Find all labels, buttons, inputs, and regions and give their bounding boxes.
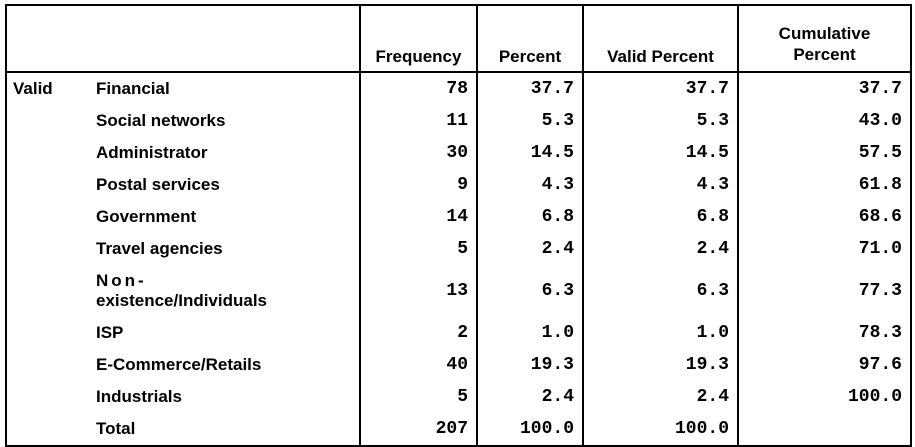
valid-percent-cell: 100.0 [582,413,738,446]
row-label-line1: Non- [96,271,147,290]
table-row: Valid Financial 78 37.7 37.7 37.7 [6,72,911,105]
header-cumulative-line1: Cumulative [778,24,871,43]
cumulative-cell [737,413,911,446]
row-label: ISP [96,323,124,342]
percent-cell: 2.4 [476,233,583,265]
frequency-cell: 13 [359,265,477,317]
cumulative-cell: 68.6 [737,201,911,233]
table-row: E-Commerce/Retails 40 19.3 19.3 97.6 [6,349,911,381]
percent-cell: 6.3 [476,265,583,317]
table-row: Government 14 6.8 6.8 68.6 [6,201,911,233]
valid-percent-cell: 19.3 [582,349,738,381]
table-row: ISP 2 1.0 1.0 78.3 [6,317,911,349]
table-row: Postal services 9 4.3 4.3 61.8 [6,169,911,201]
valid-percent-cell: 1.0 [582,317,738,349]
header-percent: Percent [476,5,583,73]
table-row: Travel agencies 5 2.4 2.4 71.0 [6,233,911,265]
percent-cell: 2.4 [476,381,583,413]
valid-percent-cell: 5.3 [582,105,738,137]
row-label-line2: existence/Individuals [96,291,268,310]
valid-percent-cell: 4.3 [582,169,738,201]
cumulative-cell: 71.0 [737,233,911,265]
row-label: Industrials [96,387,182,406]
frequency-cell: 14 [359,201,477,233]
row-label: Financial [96,79,170,98]
header-row: Frequency Percent Valid Percent Cumulati… [6,5,911,73]
row-label: Government [96,207,197,226]
cumulative-cell: 100.0 [737,381,911,413]
cumulative-cell: 37.7 [737,72,911,105]
percent-cell: 14.5 [476,137,583,169]
table-row: Administrator 30 14.5 14.5 57.5 [6,137,911,169]
row-label: E-Commerce/Retails [96,355,262,374]
valid-percent-cell: 2.4 [582,381,738,413]
frequency-cell: 78 [359,72,477,105]
frequency-cell: 40 [359,349,477,381]
frequency-cell: 30 [359,137,477,169]
percent-cell: 19.3 [476,349,583,381]
valid-percent-cell: 6.8 [582,201,738,233]
header-valid-percent: Valid Percent [582,5,738,73]
header-empty-cell [6,5,360,73]
percent-cell: 100.0 [476,413,583,446]
percent-cell: 5.3 [476,105,583,137]
frequency-cell: 207 [359,413,477,446]
frequency-cell: 5 [359,381,477,413]
total-row: Total 207 100.0 100.0 [6,413,911,446]
frequency-cell: 5 [359,233,477,265]
valid-percent-cell: 6.3 [582,265,738,317]
percent-cell: 6.8 [476,201,583,233]
frequency-cell: 2 [359,317,477,349]
table-row: Social networks 11 5.3 5.3 43.0 [6,105,911,137]
table-row: Industrials 5 2.4 2.4 100.0 [6,381,911,413]
row-label: Travel agencies [96,239,223,258]
header-frequency: Frequency [359,5,477,73]
percent-cell: 4.3 [476,169,583,201]
cumulative-cell: 97.6 [737,349,911,381]
frequency-cell: 9 [359,169,477,201]
cumulative-cell: 78.3 [737,317,911,349]
valid-percent-cell: 2.4 [582,233,738,265]
row-label: Administrator [96,143,208,162]
header-cumulative-percent: Cumulative Percent [737,5,911,73]
row-label-total: Total [96,419,136,438]
cumulative-cell: 43.0 [737,105,911,137]
cumulative-cell: 57.5 [737,137,911,169]
header-cumulative-line2: Percent [793,45,856,64]
row-label: Postal services [96,175,220,194]
valid-percent-cell: 14.5 [582,137,738,169]
percent-cell: 37.7 [476,72,583,105]
row-label: Non- existence/Individuals [85,265,360,317]
group-label: Valid [13,79,53,98]
frequency-table: Frequency Percent Valid Percent Cumulati… [5,4,912,447]
cumulative-cell: 77.3 [737,265,911,317]
table-row: Non- existence/Individuals 13 6.3 6.3 77… [6,265,911,317]
percent-cell: 1.0 [476,317,583,349]
frequency-cell: 11 [359,105,477,137]
row-label: Social networks [96,111,226,130]
cumulative-cell: 61.8 [737,169,911,201]
valid-percent-cell: 37.7 [582,72,738,105]
